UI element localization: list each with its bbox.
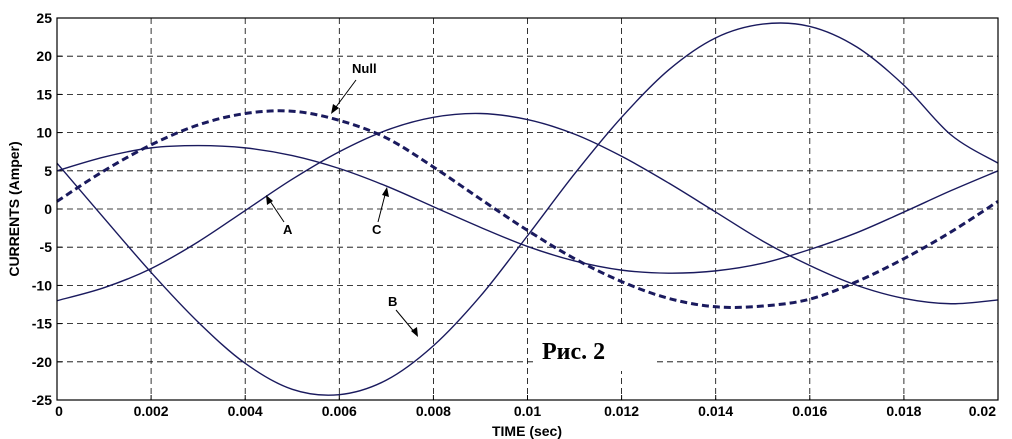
x-tick-labels: 0 0.002 0.004 0.006 0.008 0.01 0.012 0.014 0.016… <box>55 403 996 419</box>
y-tick-label: 0 <box>44 201 52 217</box>
y-tick-label: -25 <box>32 392 52 408</box>
y-axis-label: CURRENTS (Amper) <box>6 141 22 276</box>
y-tick-labels: 25 20 15 10 5 0 -5 -10 -15 -20 -25 <box>32 10 52 408</box>
x-tick-label: 0.002 <box>134 403 169 419</box>
annotation-c-label: C <box>372 222 382 237</box>
annotation-b: B <box>388 294 418 337</box>
y-tick-label: 15 <box>36 86 52 102</box>
annotation-b-arrowhead <box>411 327 418 337</box>
annotation-null-label: Null <box>352 61 377 76</box>
series-lines <box>56 22 999 396</box>
x-tick-label: 0.006 <box>322 403 357 419</box>
grid-lines <box>56 17 999 401</box>
x-axis-label: TIME (sec) <box>492 423 562 439</box>
annotation-c-arrowhead <box>382 187 389 197</box>
x-tick-label: 0.01 <box>514 403 541 419</box>
annotation-null-arrowhead <box>331 104 339 114</box>
annotation-null-arrow <box>332 79 357 112</box>
annotation-b-label: B <box>388 294 397 309</box>
x-tick-label: 0.004 <box>228 403 263 419</box>
caption-background <box>533 327 653 371</box>
annotation-c-arrow <box>377 190 387 223</box>
y-tick-label: -5 <box>40 239 53 255</box>
plot-frame <box>56 17 999 401</box>
figure-caption: Рис. 2 <box>542 339 605 365</box>
annotation-a: A <box>266 195 293 237</box>
y-tick-label: 10 <box>36 125 52 141</box>
x-tick-label: 0.008 <box>416 403 451 419</box>
x-tick-label: 0.016 <box>792 403 827 419</box>
x-tick-label: 0.018 <box>886 403 921 419</box>
x-tick-label: 0.02 <box>969 403 996 419</box>
x-tick-label: 0.014 <box>698 403 733 419</box>
y-tick-label: 5 <box>44 163 52 179</box>
x-tick-label: 0.012 <box>604 403 639 419</box>
annotation-c: C <box>372 187 389 237</box>
y-tick-label: -10 <box>32 277 52 293</box>
series-line-null <box>56 109 999 309</box>
y-tick-label: 20 <box>36 48 52 64</box>
y-tick-label: 25 <box>36 10 52 26</box>
annotation-a-label: A <box>283 222 293 237</box>
series-line-b <box>56 22 999 396</box>
series-line-a <box>56 112 999 305</box>
series-line-c <box>56 144 999 274</box>
y-tick-label: -15 <box>32 316 52 332</box>
x-tick-label: 0 <box>55 403 63 419</box>
y-tick-label: -20 <box>32 354 52 370</box>
annotation-null: Null <box>331 61 377 114</box>
annotation-a-arrowhead <box>266 195 273 205</box>
